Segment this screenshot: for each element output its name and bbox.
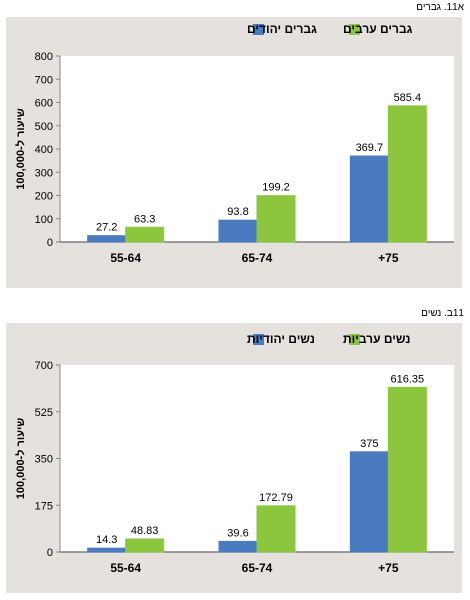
bar-value-label: 375 <box>360 438 378 450</box>
bar-chart-men: 0 100 200 300 400 500 600 700 800 שיעור ל-100,000… <box>14 22 454 265</box>
y-axis-label: שיעור ל-100,000 <box>14 108 27 190</box>
y-tick-label: 700 <box>35 360 53 372</box>
chart-panel-women: 0 175 350 525 700 שיעור ל-100,000 375 616.35 +75… <box>6 323 462 593</box>
bar-value-label: 369.7 <box>356 142 384 154</box>
bar-value-label: 39.6 <box>227 527 248 539</box>
bar-value-label: 14.3 <box>96 534 117 546</box>
x-tick-label: +75 <box>378 561 399 575</box>
chart-title-women: 11ב. נשים <box>421 308 464 319</box>
x-tick-label: 65-74 <box>242 561 273 575</box>
x-tick-label: 65-74 <box>242 251 273 265</box>
y-tick-label: 300 <box>35 167 53 179</box>
y-tick-label: 700 <box>35 74 53 86</box>
bar <box>387 386 427 553</box>
y-tick-label: 600 <box>35 98 53 110</box>
bar-value-label: 48.83 <box>131 525 159 537</box>
y-tick-label: 525 <box>35 407 53 419</box>
x-tick-label: 55-64 <box>110 561 141 575</box>
chart-title-men: א11. גברים <box>416 2 464 13</box>
bar <box>387 105 427 243</box>
bar-value-label: 199.2 <box>262 182 290 194</box>
bar-value-label: 63.3 <box>134 213 155 225</box>
x-tick-label: +75 <box>378 251 399 265</box>
bar <box>256 195 296 243</box>
legend-label: נשים יהודיות <box>247 332 315 346</box>
legend-swatch <box>253 334 264 345</box>
legend-swatch <box>253 24 264 35</box>
bar-value-label: 27.2 <box>96 222 117 234</box>
y-tick-label: 350 <box>35 454 53 466</box>
bar <box>87 235 127 243</box>
x-tick-label: 55-64 <box>110 251 141 265</box>
bar-value-label: 172.79 <box>259 492 293 504</box>
bar <box>349 451 389 553</box>
chart-panel-men: 0 100 200 300 400 500 600 700 800 שיעור ל-100,000… <box>6 17 462 288</box>
bar-chart-women: 0 175 350 525 700 שיעור ל-100,000 375 616.35 +75… <box>14 332 454 575</box>
y-tick-label: 0 <box>47 547 53 559</box>
bar <box>349 155 389 243</box>
bar <box>218 540 258 553</box>
bar <box>125 226 165 243</box>
legend-label: נשים ערביות <box>343 332 410 346</box>
y-tick-label: 200 <box>35 191 53 203</box>
y-tick-label: 500 <box>35 121 53 133</box>
legend-swatch <box>349 334 360 345</box>
bar <box>256 505 296 553</box>
y-tick-label: 400 <box>35 144 53 156</box>
bar <box>125 538 165 553</box>
bar-value-label: 93.8 <box>227 206 248 218</box>
legend-label: גברים ערבים <box>343 22 413 36</box>
bar <box>87 547 127 553</box>
y-tick-label: 100 <box>35 214 53 226</box>
y-tick-label: 175 <box>35 500 53 512</box>
bar-value-label: 585.4 <box>394 92 422 104</box>
y-axis-label: שיעור ל-100,000 <box>14 418 27 500</box>
y-tick-label: 0 <box>47 237 53 249</box>
bar-value-label: 616.35 <box>391 373 425 385</box>
bar <box>218 219 258 243</box>
y-tick-label: 800 <box>35 51 53 63</box>
legend-label: גברים יהודים <box>247 22 317 36</box>
legend-swatch <box>349 24 360 35</box>
